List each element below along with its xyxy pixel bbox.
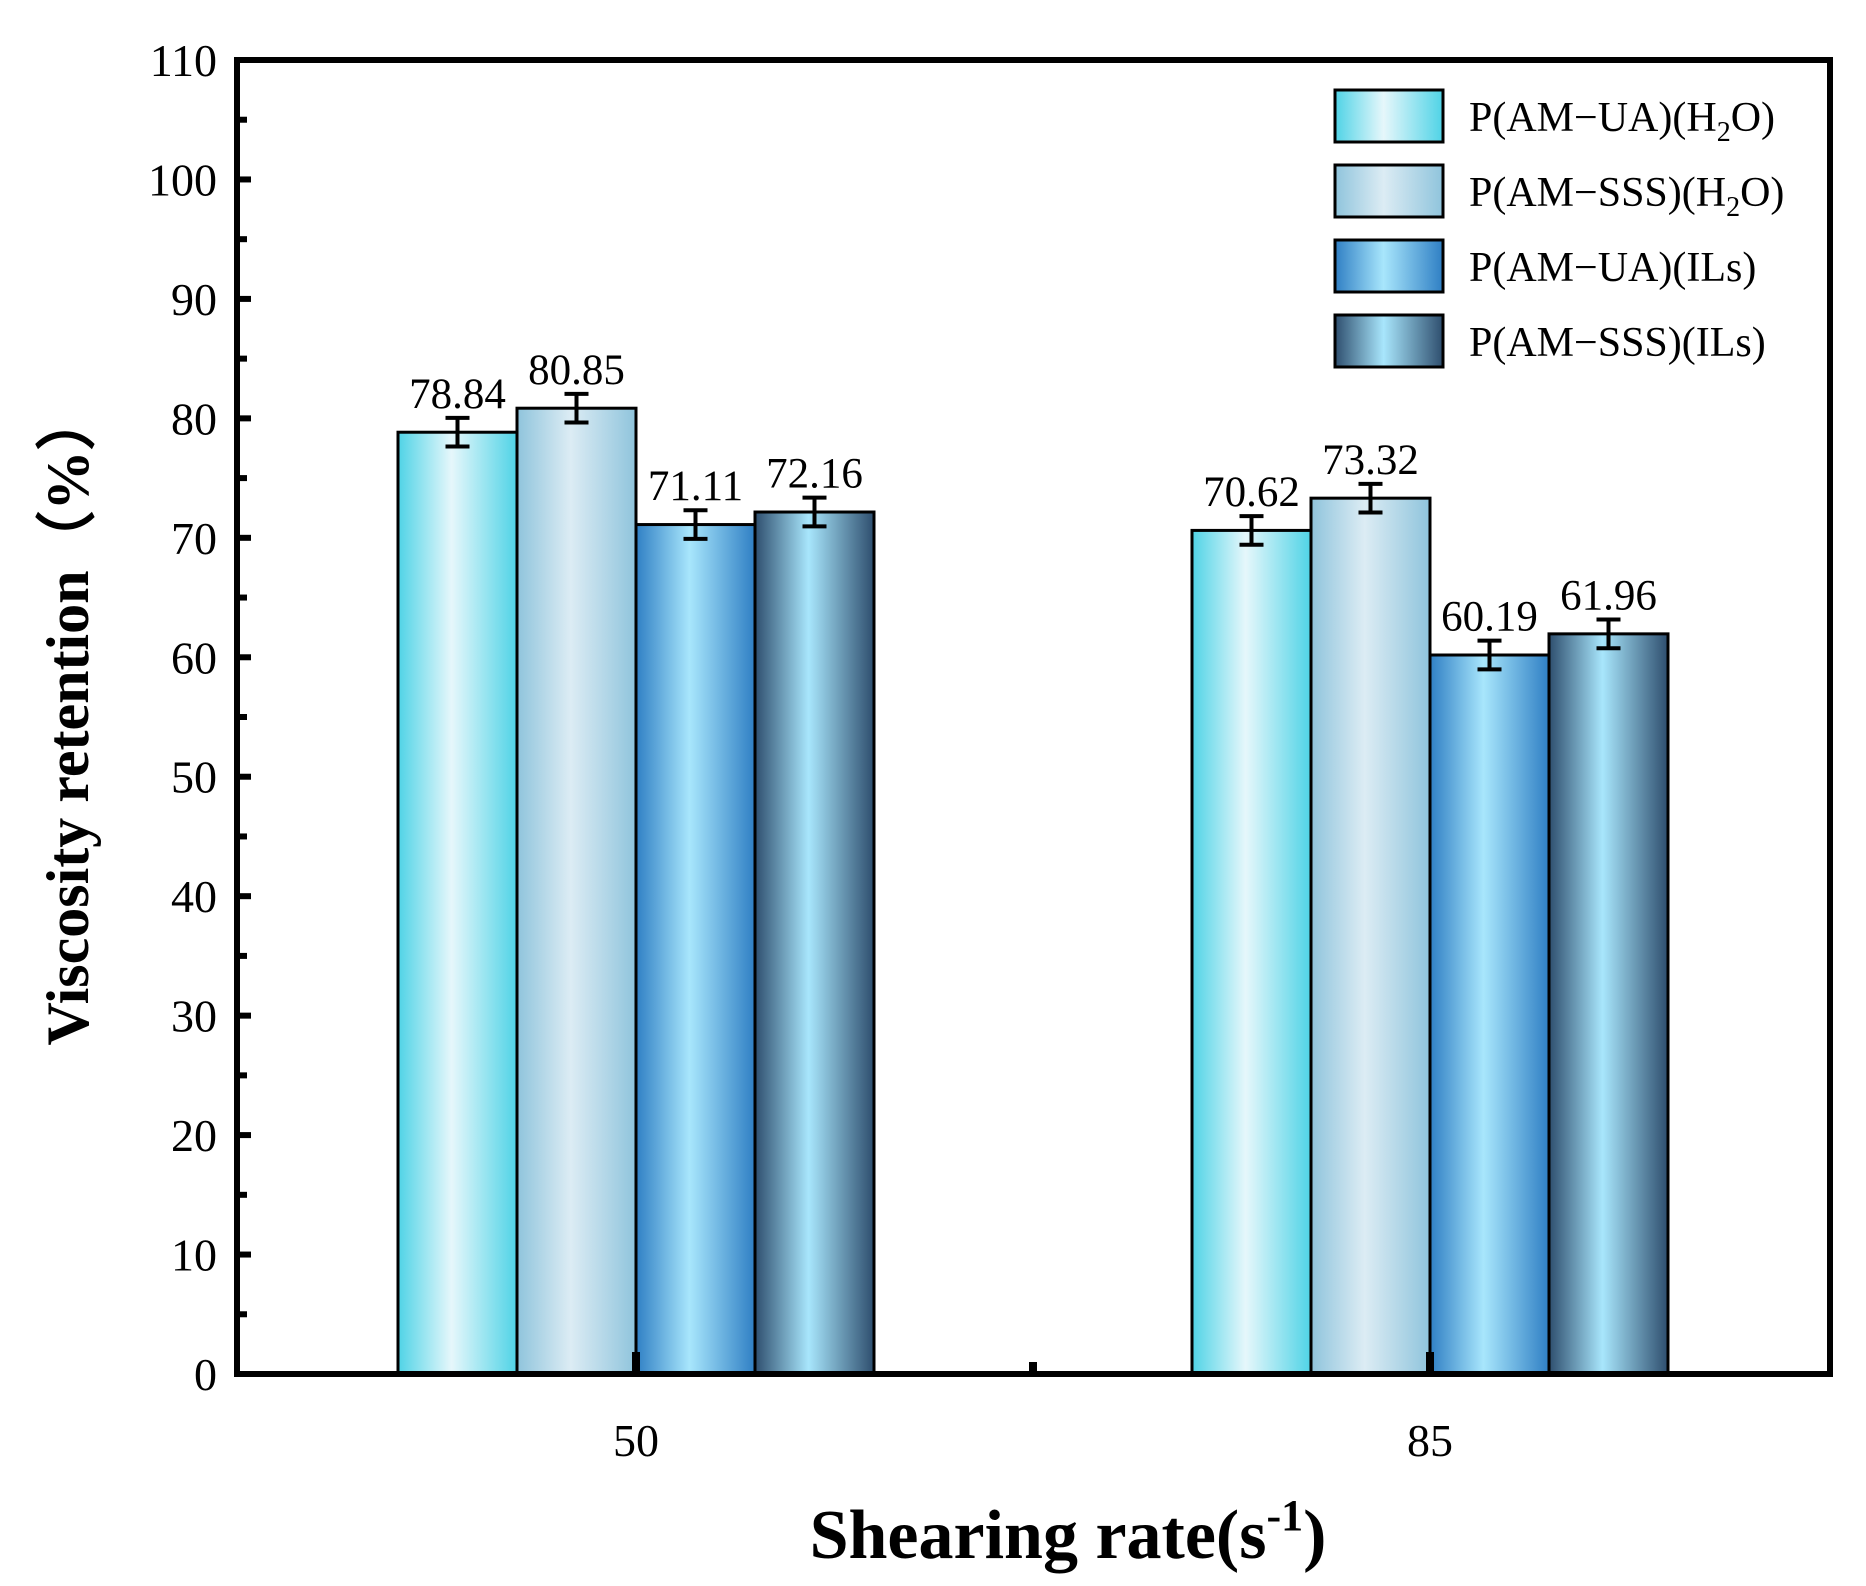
- legend-label: P(AM−UA)(H2O): [1469, 95, 1775, 148]
- data-label: 60.19: [1441, 594, 1538, 641]
- value-labels: 78.84 80.85 71.11 72.16 70.62 73.32 60.19 61.96: [409, 347, 1657, 641]
- error-bars: [445, 391, 1621, 672]
- y-tick-label: 20: [171, 1110, 217, 1161]
- data-label: 70.62: [1203, 469, 1300, 516]
- bar: [515, 406, 638, 1376]
- data-label: 71.11: [648, 463, 743, 510]
- legend: P(AM−UA)(H2O) P(AM−SSS)(H2O) P(AM−UA)(ILs)…: [1333, 88, 1784, 369]
- legend-swatch: [1333, 88, 1445, 144]
- y-tick-label: 40: [171, 871, 217, 922]
- bar: [1547, 632, 1670, 1376]
- y-axis-title: Viscosity retention（%）: [34, 391, 101, 1046]
- legend-swatch: [1333, 313, 1445, 369]
- data-label: 80.85: [528, 347, 625, 394]
- legend-swatch: [1333, 238, 1445, 294]
- y-tick-label: 80: [171, 393, 217, 444]
- legend-label: P(AM−SSS)(ILs): [1469, 320, 1766, 366]
- y-tick-label: 60: [171, 632, 217, 683]
- y-tick-label: 30: [171, 991, 217, 1042]
- legend-label: P(AM−SSS)(H2O): [1469, 170, 1784, 223]
- y-tick-label: 110: [150, 35, 217, 86]
- y-axis: 0 10 20 30 40 50 60 70 80 90 100 110: [148, 35, 251, 1400]
- x-axis: 50 85: [613, 1352, 1453, 1466]
- x-axis-title-main: Shearing rate(s: [810, 1497, 1267, 1574]
- y-tick-label: 50: [171, 752, 217, 803]
- bars-layer: [396, 406, 1670, 1376]
- y-tick-label: 100: [148, 154, 217, 205]
- y-tick-label: 90: [171, 274, 217, 325]
- bar: [753, 510, 876, 1376]
- legend-swatch: [1333, 163, 1445, 219]
- bar: [634, 523, 757, 1376]
- x-tick-label: 50: [613, 1415, 659, 1466]
- data-label: 72.16: [766, 451, 863, 498]
- y-tick-label: 10: [171, 1230, 217, 1281]
- bar: [396, 430, 519, 1376]
- x-axis-title-sup: -1: [1266, 1491, 1303, 1540]
- data-label: 78.84: [409, 371, 506, 418]
- bar: [1190, 528, 1313, 1376]
- data-label: 61.96: [1560, 573, 1657, 620]
- x-tick-label: 85: [1407, 1415, 1453, 1466]
- x-axis-title: Shearing rate(s-1): [810, 1491, 1327, 1574]
- y-tick-label: 70: [171, 513, 217, 564]
- x-axis-title-close: ): [1303, 1497, 1326, 1574]
- legend-label: P(AM−UA)(ILs): [1469, 245, 1756, 291]
- bar: [1428, 653, 1551, 1376]
- data-label: 73.32: [1322, 437, 1419, 484]
- y-tick-label: 0: [194, 1349, 217, 1400]
- bar: [1309, 496, 1432, 1376]
